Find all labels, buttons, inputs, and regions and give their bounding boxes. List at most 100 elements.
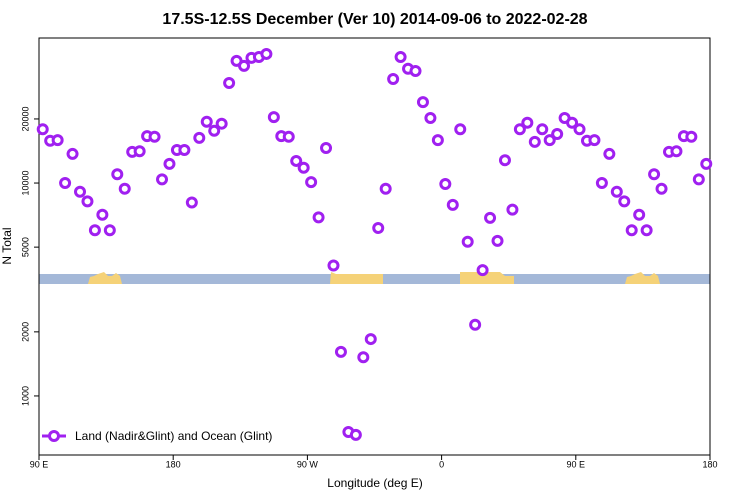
data-point	[670, 145, 683, 158]
data-point	[513, 123, 526, 136]
data-point	[297, 161, 310, 174]
data-point	[521, 116, 534, 129]
land-shape	[88, 272, 122, 284]
land-shape	[625, 272, 660, 284]
y-tick-label: 2000	[20, 322, 30, 342]
x-tick-label: 90 W	[297, 459, 319, 469]
data-point	[193, 131, 206, 144]
data-point	[439, 177, 452, 190]
data-point	[625, 224, 638, 237]
chart-title: 17.5S-12.5S December (Ver 10) 2014-09-06…	[162, 11, 587, 28]
data-point	[148, 130, 161, 143]
data-point	[238, 59, 251, 72]
data-point	[156, 173, 169, 186]
data-point	[536, 123, 549, 136]
y-tick-label: 20000	[20, 106, 30, 131]
data-point	[379, 182, 392, 195]
data-point	[484, 211, 497, 224]
data-point	[260, 47, 273, 60]
data-point	[528, 135, 541, 148]
data-point	[88, 224, 101, 237]
data-point	[327, 259, 340, 272]
data-point	[364, 333, 377, 346]
data-point	[357, 351, 370, 364]
data-point	[59, 177, 72, 190]
data-point	[349, 428, 362, 441]
x-tick-label: 90 E	[30, 459, 49, 469]
data-point	[133, 145, 146, 158]
data-point	[595, 177, 608, 190]
data-point	[566, 116, 579, 129]
data-point	[491, 234, 504, 247]
data-point	[36, 123, 49, 136]
data-point	[692, 173, 705, 186]
data-point	[603, 147, 616, 160]
data-point	[640, 224, 653, 237]
data-point	[387, 73, 400, 86]
data-point	[700, 157, 713, 170]
data-point	[223, 77, 236, 90]
x-tick-label: 180	[702, 459, 717, 469]
data-point	[372, 221, 385, 234]
data-point	[506, 203, 519, 216]
data-point	[573, 123, 586, 136]
data-point	[200, 115, 213, 128]
data-point	[96, 208, 109, 221]
y-tick-label: 10000	[20, 171, 30, 196]
data-point	[163, 157, 176, 170]
data-point	[74, 185, 87, 198]
data-point	[394, 50, 407, 63]
data-point	[267, 111, 280, 124]
data-point	[320, 142, 333, 155]
data-point	[51, 134, 64, 147]
data-point	[655, 182, 668, 195]
data-point	[610, 185, 623, 198]
data-point	[498, 154, 511, 167]
land-strip	[39, 272, 710, 284]
legend-label: Land (Nadir&Glint) and Ocean (Glint)	[75, 429, 272, 443]
land-shape	[330, 272, 383, 284]
x-axis-label: Longitude (deg E)	[327, 476, 422, 490]
data-point	[633, 208, 646, 221]
data-point	[409, 64, 422, 77]
data-point	[416, 96, 429, 109]
data-point	[66, 147, 79, 160]
data-point	[551, 127, 564, 140]
data-point	[178, 143, 191, 156]
data-point	[305, 176, 318, 189]
data-point	[618, 195, 631, 208]
data-point	[648, 168, 661, 181]
legend-marker	[48, 430, 60, 442]
x-tick-label: 0	[439, 459, 444, 469]
data-point	[543, 134, 556, 147]
data-point	[469, 318, 482, 331]
land-shape	[460, 272, 514, 284]
data-point	[103, 224, 116, 237]
data-point	[446, 198, 459, 211]
data-point	[588, 134, 601, 147]
data-point	[282, 130, 295, 143]
data-point	[431, 134, 444, 147]
data-point	[685, 130, 698, 143]
y-axis-label: N Total	[0, 227, 14, 264]
data-point	[118, 182, 131, 195]
data-point	[424, 112, 437, 125]
y-tick-label: 5000	[20, 237, 30, 257]
y-tick-label: 1000	[20, 386, 30, 406]
data-point	[454, 123, 467, 136]
data-point	[290, 154, 303, 167]
legend: Land (Nadir&Glint) and Ocean (Glint)	[42, 429, 272, 443]
plot-frame	[38, 37, 711, 456]
data-point	[461, 235, 474, 248]
data-point	[312, 211, 325, 224]
data-point	[111, 168, 124, 181]
data-point	[476, 264, 489, 277]
x-tick-label: 180	[166, 459, 181, 469]
data-point	[81, 195, 94, 208]
data-point	[334, 345, 347, 358]
data-point	[208, 124, 221, 137]
x-tick-label: 90 E	[567, 459, 586, 469]
data-point	[215, 117, 228, 130]
